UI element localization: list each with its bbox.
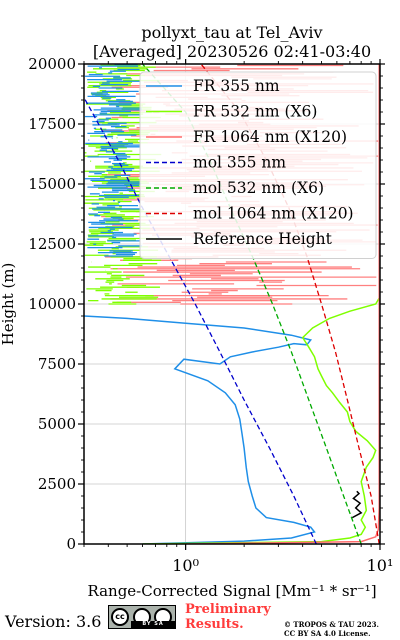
legend: FR 355 nm FR 532 nm (X6) FR 1064 nm (X120)…: [139, 71, 377, 259]
y-tick-label: 17500: [28, 115, 76, 133]
copyright-line2: CC BY SA 4.0 License.: [284, 629, 371, 638]
x-tick-label: 10⁰: [172, 556, 199, 575]
cc-by-sa-badge: cc BY SA: [108, 605, 176, 629]
y-tick-label: 15000: [28, 175, 76, 193]
legend-label: FR 532 nm (X6): [193, 103, 317, 121]
copyright-note: © TROPOS & TAU 2023. CC BY SA 4.0 Licens…: [284, 620, 379, 638]
axis-ticks: 0 2500 5000 7500 10000 12500 15000 17500 20000 10…: [28, 55, 393, 575]
legend-box: [139, 71, 377, 259]
noise-band: [84, 64, 143, 257]
x-tick-label: 10¹: [367, 556, 394, 575]
y-tick-label: 10000: [28, 295, 76, 313]
y-tick-label: 12500: [28, 235, 76, 253]
preliminary-line2: Results.: [185, 617, 244, 632]
cc-icon: cc: [111, 608, 129, 626]
legend-label: Reference Height: [193, 230, 333, 248]
x-axis-label: Range-Corrected Signal [Mm⁻¹ * sr⁻¹]: [87, 582, 376, 600]
legend-label: mol 355 nm: [193, 154, 286, 172]
preliminary-note: Preliminary Results.: [185, 602, 271, 632]
series-line: [84, 97, 317, 544]
y-tick-label: 2500: [38, 475, 76, 493]
series-line: [142, 296, 380, 544]
chart-title: pollyxt_tau at Tel_Aviv: [141, 23, 322, 42]
series-line: [351, 490, 363, 519]
series-line: [185, 64, 380, 544]
legend-label: mol 532 nm (X6): [193, 179, 324, 197]
legend-label: FR 1064 nm (X120): [193, 128, 347, 146]
y-axis-label: Height (m): [0, 263, 17, 346]
copyright-line1: © TROPOS & TAU 2023.: [284, 620, 379, 629]
legend-label: mol 1064 nm (X120): [193, 205, 354, 223]
series-line: [84, 315, 316, 544]
y-tick-label: 5000: [38, 415, 76, 433]
preliminary-line1: Preliminary: [185, 602, 271, 617]
version-label: Version: 3.6: [5, 612, 102, 631]
cc-badge-text: BY SA: [131, 621, 175, 628]
noise-band: [84, 64, 162, 305]
legend-label: FR 355 nm: [193, 77, 280, 95]
y-tick-label: 20000: [28, 55, 76, 73]
chart-subtitle: [Averaged] 20230526 02:41-03:40: [93, 42, 371, 61]
footer: Version: 3.6 cc BY SA Preliminary Result…: [0, 600, 400, 640]
y-tick-label: 0: [66, 535, 76, 553]
y-tick-label: 7500: [38, 355, 76, 373]
